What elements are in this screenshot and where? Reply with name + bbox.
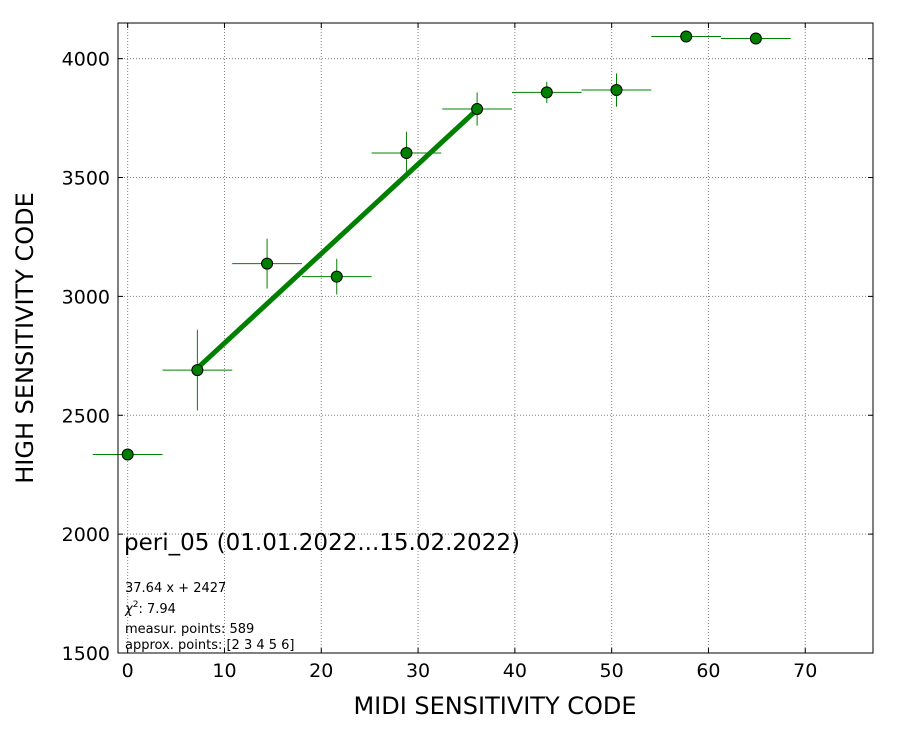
chi2-symbol: χ	[124, 602, 134, 617]
x-tick-label: 30	[406, 660, 430, 682]
fit-line-layer	[195, 107, 479, 371]
x-tick-label: 70	[793, 660, 817, 682]
annotation-approx-points: approx. points: [2 3 4 5 6]	[125, 638, 295, 653]
y-tick-label: 3500	[62, 168, 110, 190]
y-tick-label: 2000	[62, 524, 110, 546]
point-layer	[121, 30, 762, 461]
y-tick-label: 4000	[62, 49, 110, 71]
annotation-measur-points: measur. points: 589	[125, 622, 254, 637]
data-point	[400, 147, 413, 160]
plot-frame	[117, 22, 874, 654]
x-tick-label: 10	[212, 660, 236, 682]
errorbar-layer	[92, 36, 791, 457]
annotation-title: peri_05 (01.01.2022...15.02.2022)	[124, 530, 520, 556]
data-point	[471, 103, 484, 116]
data-point	[540, 86, 553, 99]
fit-line	[195, 107, 479, 371]
x-tick-label: 20	[309, 660, 333, 682]
x-axis-label: MIDI SENSITIVITY CODE	[353, 692, 636, 720]
x-tick-label: 0	[122, 660, 134, 682]
x-tick-label: 40	[503, 660, 527, 682]
grid-layer	[118, 23, 873, 654]
annotation-chi2: χ2: 7.94	[124, 600, 176, 617]
y-axis-label: HIGH SENSITIVITY CODE	[11, 192, 39, 484]
y-tick-label: 1500	[62, 643, 110, 665]
data-point	[261, 257, 274, 270]
y-tick-label: 3000	[62, 286, 110, 308]
chi2-superscript: 2	[133, 600, 139, 610]
x-tick-label: 50	[600, 660, 624, 682]
data-point	[121, 448, 134, 461]
x-tick-label: 60	[696, 660, 720, 682]
data-point	[749, 32, 762, 45]
data-point	[610, 84, 623, 97]
data-point	[330, 270, 343, 283]
y-tick-label: 2500	[62, 405, 110, 427]
annotation-equation: 37.64 x + 2427	[125, 581, 226, 596]
data-point	[191, 364, 204, 377]
data-point	[680, 30, 693, 43]
tick-layer: 0 10 20 30 40 50 60 70 1500 2000 2500 3000 3500 4000	[62, 23, 873, 682]
chi2-value: : 7.94	[138, 602, 175, 617]
